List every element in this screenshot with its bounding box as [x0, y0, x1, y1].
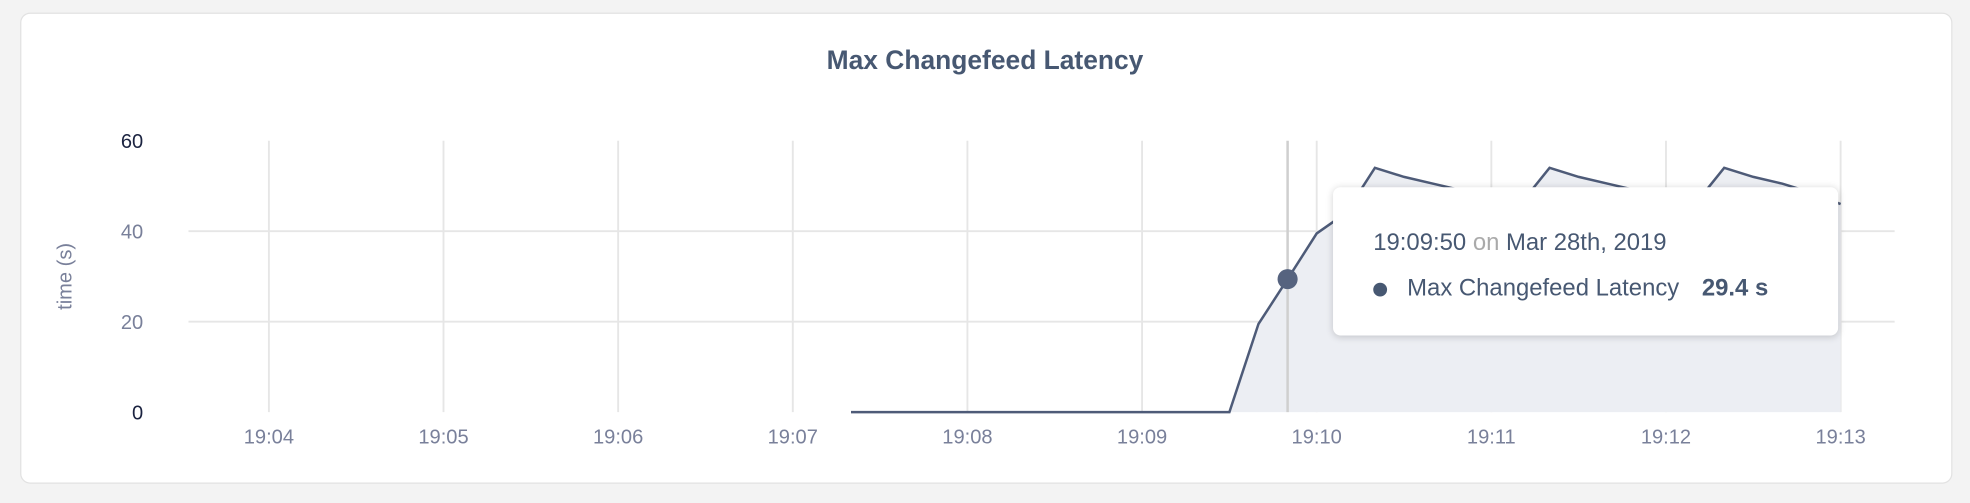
- hover-point: [1277, 269, 1298, 290]
- tooltip-time: 19:09:50: [1373, 229, 1467, 257]
- x-tick-label: 19:05: [418, 427, 468, 449]
- y-tick-label: 40: [121, 222, 143, 244]
- chart-title: Max Changefeed Latency: [826, 46, 1144, 76]
- chart-tooltip: 19:09:50 on Mar 28th, 2019 Max Changefee…: [1333, 187, 1839, 336]
- x-tick-label: 19:09: [1117, 427, 1167, 449]
- x-tick-label: 19:12: [1641, 427, 1691, 449]
- y-tick-label: 0: [132, 403, 143, 425]
- x-tick-label: 19:07: [768, 427, 818, 449]
- tooltip-series-name: Max Changefeed Latency: [1407, 275, 1680, 302]
- y-axis-label: time (s): [55, 243, 77, 310]
- x-tick-label: 19:11: [1467, 427, 1516, 449]
- x-tick-label: 19:08: [942, 427, 992, 449]
- tooltip-value: 29.4 s: [1701, 275, 1769, 302]
- series-dot-icon: [1373, 282, 1388, 296]
- x-tick-label: 19:10: [1292, 427, 1342, 449]
- x-tick-label: 19:04: [244, 427, 294, 449]
- x-tick-label: 19:13: [1815, 427, 1865, 449]
- y-tick-label: 60: [121, 131, 143, 153]
- tooltip-date: Mar 28th, 2019: [1506, 229, 1667, 257]
- y-tick-label: 20: [121, 312, 143, 334]
- x-tick-label: 19:06: [593, 427, 643, 449]
- tooltip-on: on: [1472, 229, 1500, 257]
